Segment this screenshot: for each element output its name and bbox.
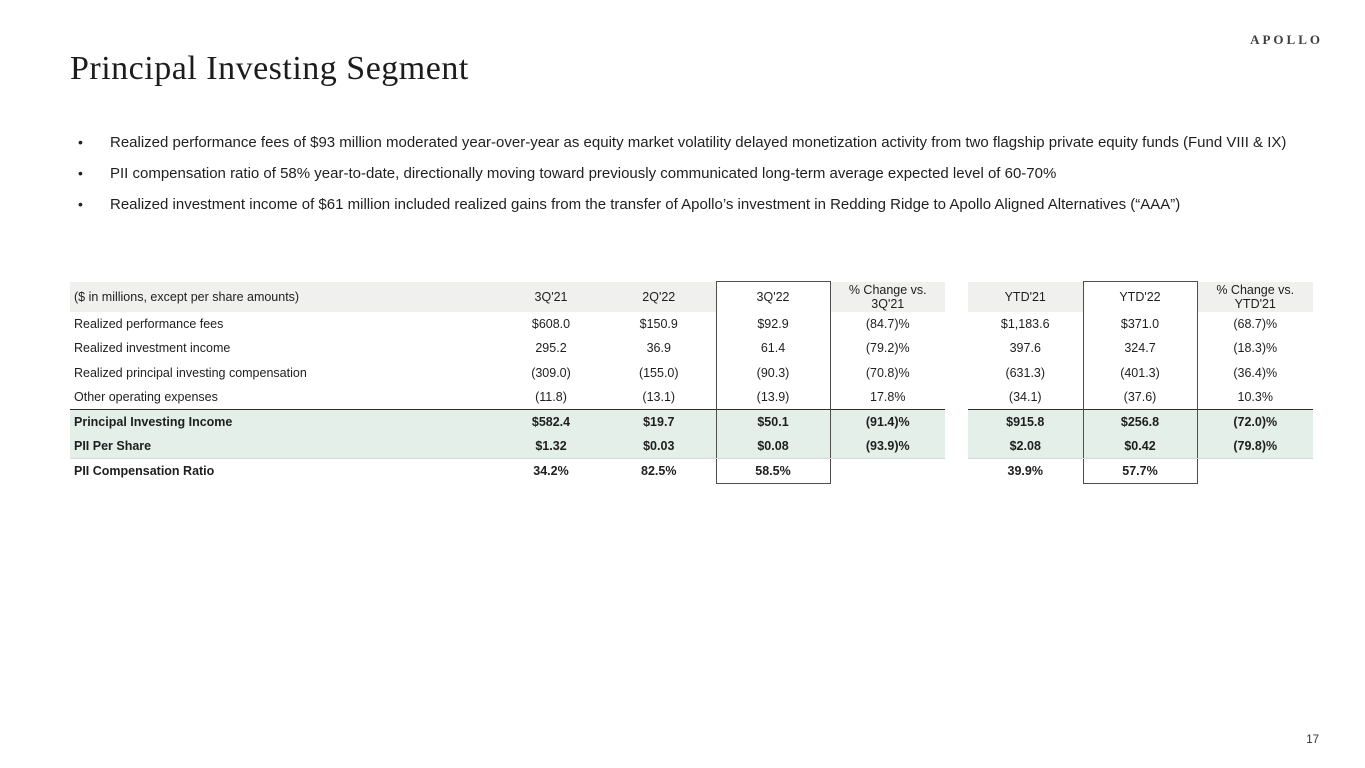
row-label: Realized principal investing compensatio… bbox=[74, 365, 307, 380]
table-row: Principal Investing Income $582.4 $19.7 $50… bbox=[70, 409, 1313, 434]
column-header: % Change vs. 3Q'21 bbox=[830, 281, 945, 312]
table-cell: (309.0) bbox=[531, 365, 571, 380]
bullet-icon: • bbox=[78, 196, 83, 212]
table-cell: $1.32 bbox=[500, 434, 602, 459]
table-cell: 10.3% bbox=[1237, 390, 1273, 404]
bullet-item: • PII compensation ratio of 58% year-to-d… bbox=[78, 164, 1290, 183]
table-cell: $1,183.6 bbox=[1000, 316, 1050, 331]
table-cell: $50.1 bbox=[715, 409, 831, 434]
table-cell: (155.0) bbox=[638, 365, 679, 380]
table-row: Other operating expenses (11.8) (13.1) (13.… bbox=[70, 385, 1313, 410]
table-header: ($ in millions, except per share amounts… bbox=[70, 281, 1313, 312]
table-row: Realized investment income 295.2 36.9 61.4 (… bbox=[70, 336, 1313, 361]
table-cell: $150.9 bbox=[639, 316, 678, 331]
table-cell: $0.08 bbox=[715, 434, 831, 459]
financial-table-wrap: ($ in millions, except per share amounts… bbox=[70, 281, 1313, 484]
table-cell: $92.9 bbox=[715, 311, 831, 336]
table-cell: 397.6 bbox=[1009, 341, 1041, 356]
table-cell: (79.2)% bbox=[865, 341, 910, 356]
column-group-gap bbox=[945, 459, 968, 484]
bullet-text: Realized performance fees of $93 million… bbox=[110, 134, 1287, 151]
table-cell: $2.08 bbox=[968, 434, 1083, 459]
table-cell: (401.3) bbox=[1082, 360, 1198, 385]
table-cell: 324.7 bbox=[1082, 336, 1198, 361]
page-title: Principal Investing Segment bbox=[70, 50, 469, 87]
column-group-gap bbox=[945, 281, 968, 312]
table-cell: 39.9% bbox=[1007, 464, 1043, 478]
bullet-item: • Realized investment income of $61 milli… bbox=[78, 195, 1290, 214]
bullet-icon: • bbox=[78, 165, 83, 181]
table-cell: (91.4)% bbox=[830, 409, 945, 434]
bullet-icon: • bbox=[78, 134, 83, 150]
table-cell: 57.7% bbox=[1082, 458, 1198, 484]
table-cell: (72.0)% bbox=[1197, 409, 1313, 434]
row-label: Principal Investing Income bbox=[70, 409, 500, 434]
table-cell: 17.8% bbox=[870, 390, 906, 404]
bullet-list: • Realized performance fees of $93 millio… bbox=[78, 133, 1290, 226]
column-group-gap bbox=[945, 409, 968, 434]
table-cell: (11.8) bbox=[535, 390, 567, 404]
table-cell: (70.8)% bbox=[865, 365, 910, 380]
table-cell: (18.3)% bbox=[1233, 341, 1278, 356]
column-group-gap bbox=[945, 312, 968, 337]
table-cell: (34.1) bbox=[1008, 390, 1042, 404]
row-label: Other operating expenses bbox=[74, 390, 218, 404]
column-header: 3Q'22 bbox=[715, 281, 831, 312]
table-cell: (36.4)% bbox=[1233, 365, 1278, 380]
table-cell: (90.3) bbox=[715, 360, 831, 385]
table-cell: (37.6) bbox=[1082, 385, 1198, 410]
table-row: Realized performance fees $608.0 $150.9 $92… bbox=[70, 311, 1313, 337]
table-cell: 34.2% bbox=[533, 464, 569, 478]
column-header: 3Q'21 bbox=[500, 281, 602, 312]
column-group-gap bbox=[945, 361, 968, 386]
table-cell bbox=[1197, 459, 1313, 484]
table-cell: $582.4 bbox=[500, 409, 602, 434]
table-cell: 295.2 bbox=[535, 341, 567, 356]
table-label-header: ($ in millions, except per share amounts… bbox=[70, 281, 500, 312]
table-cell: (13.1) bbox=[642, 390, 676, 404]
table-cell: $19.7 bbox=[602, 409, 716, 434]
table-row: PII Compensation Ratio 34.2% 82.5% 58.5% 39.… bbox=[70, 458, 1313, 484]
table-cell: 58.5% bbox=[715, 458, 831, 484]
column-header: YTD'22 bbox=[1082, 281, 1198, 312]
table-cell: (84.7)% bbox=[865, 316, 910, 331]
column-group-gap bbox=[945, 336, 968, 361]
table-cell: $608.0 bbox=[531, 316, 571, 331]
table-cell: 36.9 bbox=[646, 341, 671, 356]
table-cell bbox=[830, 459, 945, 484]
table-cell: (631.3) bbox=[1005, 365, 1046, 380]
apollo-logo: APOLLO bbox=[1250, 32, 1323, 47]
page-number: 17 bbox=[1306, 734, 1319, 746]
table-cell: (93.9)% bbox=[830, 434, 945, 459]
table-body: Realized performance fees $608.0 $150.9 $92… bbox=[70, 311, 1313, 484]
row-label: PII Compensation Ratio bbox=[74, 464, 215, 478]
table-cell: $0.42 bbox=[1082, 434, 1198, 459]
table-row: Realized principal investing compensatio… bbox=[70, 360, 1313, 386]
bullet-text: Realized investment income of $61 millio… bbox=[110, 196, 1181, 213]
column-header: 2Q'22 bbox=[602, 281, 716, 312]
table-cell: 61.4 bbox=[715, 336, 831, 361]
column-header: YTD'21 bbox=[968, 281, 1083, 312]
table-cell: $256.8 bbox=[1082, 409, 1198, 434]
bullet-text: PII compensation ratio of 58% year-to-da… bbox=[110, 165, 1057, 182]
table-cell: (68.7)% bbox=[1233, 316, 1278, 331]
row-label: Realized investment income bbox=[74, 341, 231, 356]
row-label: Realized performance fees bbox=[74, 316, 224, 331]
table-row: PII Per Share $1.32 $0.03 $0.08 (93.9)% $2.08… bbox=[70, 434, 1313, 459]
table-cell: $915.8 bbox=[968, 409, 1083, 434]
table-cell: (79.8)% bbox=[1197, 434, 1313, 459]
table-cell: $0.03 bbox=[602, 434, 716, 459]
column-header: % Change vs. YTD'21 bbox=[1197, 281, 1313, 312]
column-group-gap bbox=[945, 385, 968, 410]
table-header-row: ($ in millions, except per share amounts… bbox=[70, 281, 1313, 312]
financial-table: ($ in millions, except per share amounts… bbox=[70, 281, 1313, 484]
table-cell: (13.9) bbox=[715, 385, 831, 410]
table-cell: $371.0 bbox=[1082, 311, 1198, 336]
bullet-item: • Realized performance fees of $93 millio… bbox=[78, 133, 1290, 152]
column-group-gap bbox=[945, 434, 968, 459]
table-cell: 82.5% bbox=[641, 464, 677, 478]
row-label: PII Per Share bbox=[70, 434, 500, 459]
